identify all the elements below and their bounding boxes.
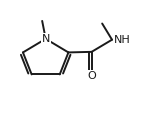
Text: O: O: [87, 71, 96, 81]
Text: N: N: [41, 34, 50, 44]
Text: NH: NH: [114, 35, 131, 45]
